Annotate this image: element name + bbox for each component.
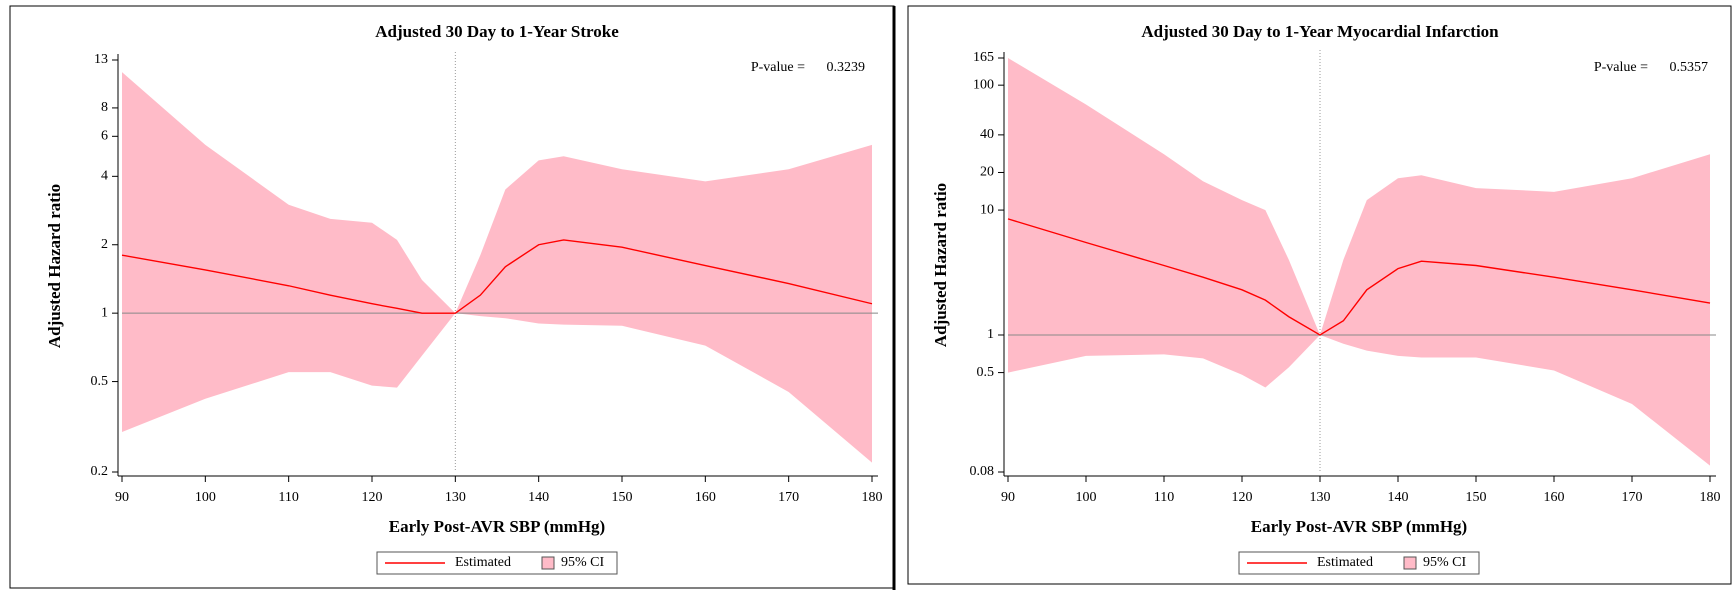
legend-swatch xyxy=(1403,556,1417,570)
legend-label: Estimated xyxy=(455,555,511,570)
x-tick-label: 160 xyxy=(695,490,716,505)
x-tick-label: 130 xyxy=(445,490,466,505)
x-tick-label: 170 xyxy=(778,490,799,505)
y-tick-label: 6 xyxy=(101,129,108,144)
y-tick-label: 8 xyxy=(101,100,108,115)
x-axis-label: Early Post-AVR SBP (mmHg) xyxy=(1251,517,1467,536)
y-tick-label: 100 xyxy=(973,77,994,92)
y-tick-label: 2 xyxy=(101,237,108,252)
y-tick-label: 13 xyxy=(94,52,108,67)
legend-label: 95% CI xyxy=(1423,555,1467,570)
p-value-label: P-value = xyxy=(751,60,805,75)
x-tick-label: 140 xyxy=(1388,490,1409,505)
x-tick-label: 110 xyxy=(1154,490,1174,505)
y-tick-label: 1 xyxy=(101,305,108,320)
x-tick-label: 100 xyxy=(195,490,216,505)
y-tick-label: 20 xyxy=(980,165,994,180)
y-tick-label: 10 xyxy=(980,202,994,217)
y-tick-label: 0.5 xyxy=(977,365,995,380)
x-tick-label: 90 xyxy=(1001,490,1015,505)
x-tick-label: 120 xyxy=(1232,490,1253,505)
y-tick-label: 0.2 xyxy=(91,464,109,479)
x-tick-label: 130 xyxy=(1310,490,1331,505)
chart-title: Adjusted 30 Day to 1-Year Myocardial Inf… xyxy=(1141,22,1499,41)
x-axis-label: Early Post-AVR SBP (mmHg) xyxy=(389,517,605,536)
y-tick-label: 40 xyxy=(980,127,994,142)
x-tick-label: 160 xyxy=(1544,490,1565,505)
x-tick-label: 180 xyxy=(1700,490,1721,505)
panel-frame xyxy=(907,5,1732,585)
chart-title: Adjusted 30 Day to 1-Year Stroke xyxy=(375,22,619,41)
y-tick-label: 4 xyxy=(101,169,108,184)
x-tick-label: 100 xyxy=(1076,490,1097,505)
estimate-line xyxy=(121,239,873,314)
x-tick-label: 140 xyxy=(528,490,549,505)
p-value: 0.3239 xyxy=(827,60,866,75)
legend-label: Estimated xyxy=(1317,555,1373,570)
y-tick-label: 0.5 xyxy=(91,374,109,389)
y-axis-label: Adjusted Hazard ratio xyxy=(45,184,64,348)
ci-band xyxy=(122,72,872,463)
legend-label: 95% CI xyxy=(561,555,605,570)
legend-box xyxy=(1238,551,1480,575)
p-value-label: P-value = xyxy=(1594,60,1648,75)
p-value: 0.5357 xyxy=(1670,60,1709,75)
x-tick-label: 150 xyxy=(612,490,633,505)
y-tick-label: 0.08 xyxy=(970,464,995,479)
x-tick-label: 120 xyxy=(362,490,383,505)
y-tick-label: 165 xyxy=(973,50,994,65)
x-tick-label: 110 xyxy=(278,490,298,505)
x-tick-label: 180 xyxy=(862,490,883,505)
x-tick-label: 90 xyxy=(115,490,129,505)
y-axis-label: Adjusted Hazard ratio xyxy=(931,183,950,347)
legend-box xyxy=(376,551,618,575)
estimate-line xyxy=(1007,218,1711,336)
legend-swatch xyxy=(541,556,555,570)
x-tick-label: 170 xyxy=(1622,490,1643,505)
x-tick-label: 150 xyxy=(1466,490,1487,505)
y-tick-label: 1 xyxy=(987,327,994,342)
ci-band xyxy=(1008,58,1710,466)
